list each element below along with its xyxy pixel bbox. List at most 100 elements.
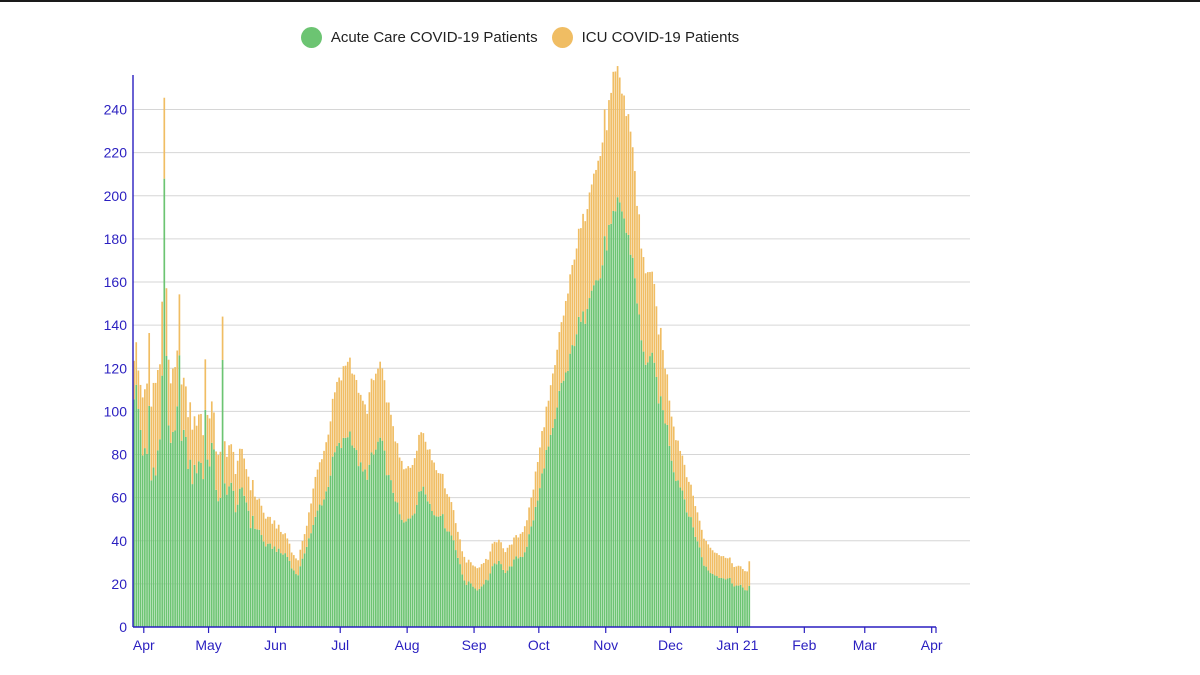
acute-bar	[446, 531, 448, 627]
acute-bar	[251, 515, 254, 627]
acute-bar	[631, 257, 634, 627]
acute-bar	[439, 515, 442, 627]
icu-bar	[327, 434, 330, 487]
icu-bar	[513, 537, 515, 560]
acute-bar	[342, 437, 345, 627]
acute-bar	[474, 588, 476, 627]
acute-bar	[280, 553, 282, 627]
icu-bar	[204, 359, 207, 410]
acute-bar	[144, 448, 146, 627]
acute-bar	[331, 456, 334, 627]
acute-bar	[491, 566, 494, 627]
acute-bar	[495, 564, 498, 627]
icu-bar	[679, 450, 682, 488]
acute-bar	[200, 462, 202, 627]
acute-bar	[480, 586, 483, 627]
icu-bar	[431, 460, 433, 511]
icu-bar	[262, 512, 265, 542]
icu-bar	[269, 516, 271, 544]
acute-bar	[683, 499, 686, 627]
acute-bar	[411, 515, 414, 627]
icu-bar	[198, 414, 200, 462]
acute-bar	[308, 538, 310, 627]
acute-bar	[523, 552, 526, 627]
acute-bar	[305, 546, 308, 627]
acute-bar	[469, 583, 472, 627]
acute-bar	[575, 334, 578, 627]
icu-bar	[655, 306, 658, 377]
icu-bar	[625, 116, 628, 233]
legend-item-icu[interactable]: ICU COVID-19 Patients	[551, 27, 739, 48]
acute-bar	[746, 590, 748, 627]
acute-bar	[612, 210, 615, 628]
icu-bar	[416, 450, 418, 505]
icu-bar	[267, 516, 269, 544]
acute-bar	[163, 178, 166, 627]
icu-bar	[521, 532, 524, 558]
acute-bar	[206, 459, 209, 627]
icu-bar	[472, 565, 474, 587]
legend-swatch-icu	[551, 27, 573, 48]
acute-bar	[593, 285, 595, 627]
x-tick-label: Dec	[658, 637, 683, 653]
icu-bar	[403, 469, 405, 523]
acute-bar	[256, 529, 258, 627]
icu-bar	[405, 468, 407, 522]
acute-bar	[634, 278, 636, 627]
icu-bar	[390, 414, 392, 481]
acute-bar	[482, 584, 485, 627]
icu-bar	[651, 271, 653, 353]
acute-bar	[435, 516, 438, 627]
acute-bar	[504, 572, 507, 627]
icu-bar	[567, 293, 569, 371]
icu-bar	[150, 406, 153, 481]
icu-bar	[282, 534, 284, 555]
icu-bar	[478, 567, 481, 589]
acute-bar	[299, 566, 302, 627]
icu-bar	[392, 426, 394, 493]
icu-bar	[491, 543, 494, 567]
acute-bar	[649, 356, 651, 627]
icu-bar	[254, 496, 256, 529]
icu-bar	[657, 334, 660, 404]
icu-bar	[349, 357, 351, 432]
icu-bar	[226, 456, 228, 495]
acute-bar	[208, 466, 211, 627]
icu-bar	[519, 533, 522, 557]
acute-bar	[716, 576, 718, 627]
icu-bar	[668, 400, 671, 446]
icu-bar	[536, 462, 539, 501]
acute-bar	[567, 370, 569, 627]
acute-bar	[357, 466, 360, 627]
acute-bar	[392, 492, 394, 627]
icu-bar	[560, 322, 563, 383]
acute-bar	[223, 483, 226, 627]
acute-bar	[241, 487, 243, 627]
icu-bar	[554, 365, 556, 420]
acute-bar	[161, 375, 163, 627]
acute-bar	[133, 399, 135, 627]
acute-bar	[396, 502, 399, 627]
icu-bar	[277, 524, 280, 549]
acute-bar	[431, 511, 433, 627]
acute-bar	[562, 380, 565, 627]
acute-bar	[288, 560, 291, 627]
icu-bar	[595, 169, 597, 281]
acute-bar	[195, 473, 198, 627]
acute-bar	[228, 486, 230, 627]
icu-bar	[189, 402, 192, 460]
icu-bar	[260, 505, 263, 536]
x-tick-label: Mar	[853, 637, 877, 653]
acute-bar	[618, 202, 621, 627]
icu-bar	[681, 455, 684, 491]
acute-bar	[549, 434, 552, 627]
acute-bar	[269, 543, 271, 627]
icu-bar	[215, 451, 217, 490]
acute-bar	[478, 588, 481, 627]
icu-bar	[232, 451, 235, 491]
legend-item-acute[interactable]: Acute Care COVID-19 Patients	[300, 27, 538, 48]
icu-bar	[659, 327, 662, 397]
acute-bar	[720, 577, 723, 627]
acute-bar	[426, 501, 429, 627]
acute-bar	[372, 454, 375, 627]
